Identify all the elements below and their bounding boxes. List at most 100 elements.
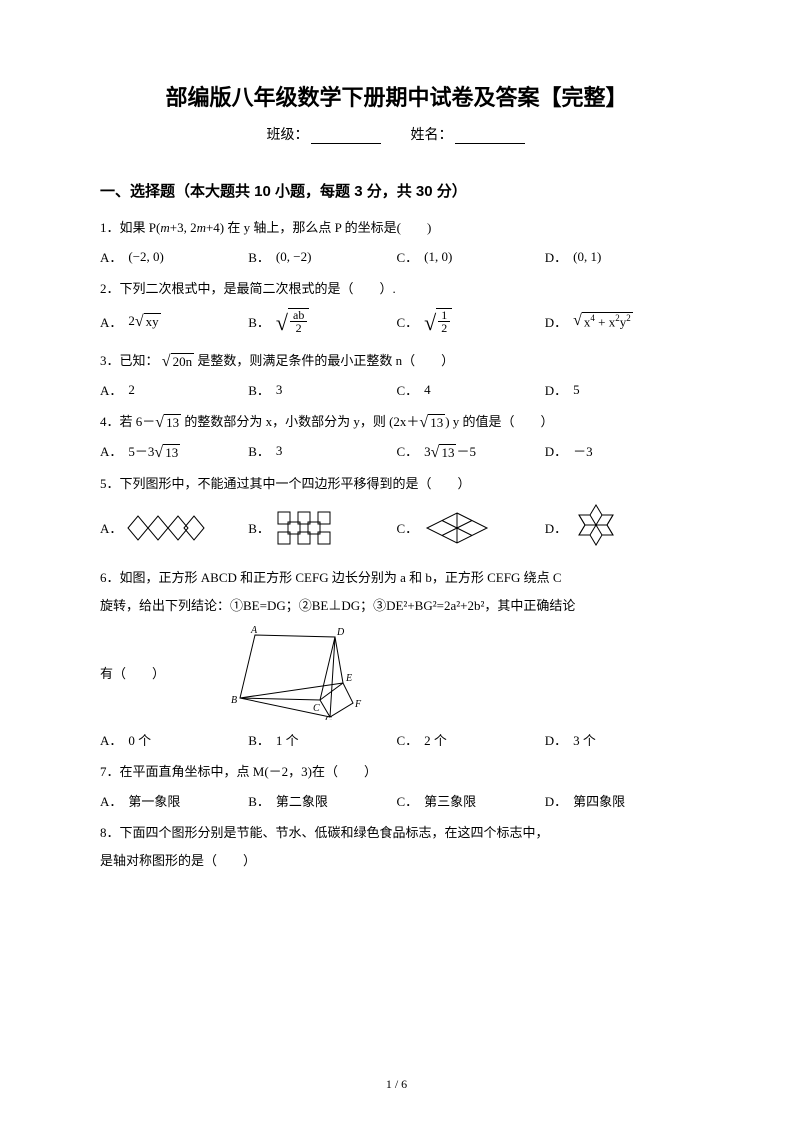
q8-number: 8．: [100, 825, 120, 840]
q6-line3-prefix: 有（ ）: [100, 663, 165, 682]
q1-opt-a: A．(−2, 0): [100, 247, 248, 266]
q7-a-label: A．: [100, 791, 122, 810]
q4-a-label: A．: [100, 441, 122, 460]
section-1-header: 一、选择题（本大题共 10 小题，每题 3 分，共 30 分）: [100, 180, 693, 201]
q6-d-label: D．: [545, 730, 567, 749]
q4-c-after: －5: [456, 444, 476, 459]
q5-shape-d: [571, 503, 621, 553]
q3-b-label: B．: [248, 380, 270, 399]
q5-d-label: D．: [545, 518, 567, 537]
q4-after: ) y 的值是（ ）: [445, 414, 553, 429]
q1-number: 1．: [100, 220, 120, 235]
question-1: 1．如果 P(m+3, 2m+4) 在 y 轴上，那么点 P 的坐标是( ): [100, 215, 693, 241]
q6-opt-a: A． 0 个: [100, 730, 248, 749]
q7-opt-d: D．第四象限: [545, 791, 693, 810]
q3-d-label: D．: [545, 380, 567, 399]
page-number: 1 / 6: [0, 1077, 793, 1092]
question-6: 6．如图，正方形 ABCD 和正方形 CEFG 边长分别为 a 和 b，正方形 …: [100, 565, 693, 591]
header-row: 班级： 姓名：: [100, 124, 693, 144]
q5-opt-a: A．: [100, 513, 248, 543]
q3-after: 是整数，则满足条件的最小正整数 n（ ）: [197, 353, 454, 368]
q5-opt-b: B．: [248, 508, 396, 548]
class-label: 班级：: [267, 128, 309, 143]
q6-figure: A D B C E F G: [225, 625, 375, 720]
q5-opt-d: D．: [545, 503, 693, 553]
q4-opt-b: B． 3: [248, 441, 396, 460]
q4-opt-d: D．－3: [545, 441, 693, 460]
q2-opt-b: B． √ab2: [248, 308, 396, 334]
page-title: 部编版八年级数学下册期中试卷及答案【完整】: [100, 80, 693, 112]
q7-b-label: B．: [248, 791, 270, 810]
q1-a-label: A．: [100, 247, 122, 266]
q1-b-label: B．: [248, 247, 270, 266]
q7-c-label: C．: [397, 791, 419, 810]
q4-b-value: 3: [276, 443, 283, 459]
class-blank: [311, 128, 381, 144]
q4-d-label: D．: [545, 441, 567, 460]
q6-c-label: C．: [397, 730, 419, 749]
q2-c-value: √12: [424, 308, 452, 334]
question-2: 2．下列二次根式中，是最简二次根式的是（ ）.: [100, 276, 693, 302]
q5-b-label: B．: [248, 518, 270, 537]
q6-line2: 旋转，给出下列结论：①BE=DG；②BE⊥DG；③DE²+BG²=2a²+2b²…: [100, 598, 575, 613]
q1-opt-d: D．(0, 1): [545, 247, 693, 266]
q7-options: A． 第一象限 B．第二象限 C．第三象限 D．第四象限: [100, 791, 693, 810]
q2-b-value: √ab2: [276, 308, 309, 334]
q2-number: 2．: [100, 281, 120, 296]
q6-opt-c: C．2 个: [397, 730, 545, 749]
q4-a-before: 5－3: [128, 444, 154, 459]
name-label: 姓名：: [411, 128, 453, 143]
q7-opt-b: B．第二象限: [248, 791, 396, 810]
q3-options: A．2 B．3 C．4 D．5: [100, 380, 693, 399]
q3-opt-d: D．5: [545, 380, 693, 399]
q8-line2: 是轴对称图形的是（ ）: [100, 853, 256, 868]
q1-opt-b: B．(0, −2): [248, 247, 396, 266]
q4-opt-a: A． 5－3√13: [100, 441, 248, 461]
q2-b-label: B．: [248, 312, 270, 331]
q7-a-value: 第一象限: [128, 791, 180, 810]
q3-b-value: 3: [276, 382, 283, 398]
q7-opt-a: A． 第一象限: [100, 791, 248, 810]
question-8: 8．下面四个图形分别是节能、节水、低碳和绿色食品标志，在这四个标志中，: [100, 820, 693, 846]
q7-text: 在平面直角坐标中，点 M(－2，3)在（ ）: [120, 764, 377, 779]
q4-mid: 的整数部分为 x，小数部分为 y，则 (2x＋: [181, 414, 419, 429]
question-4: 4．若 6－√13 的整数部分为 x，小数部分为 y，则 (2x＋√13) y …: [100, 409, 693, 435]
q6-d-value: 3 个: [573, 730, 596, 749]
question-5: 5．下列图形中，不能通过其中一个四边形平移得到的是（ ）: [100, 471, 693, 497]
q6-lbl-f: F: [354, 699, 362, 710]
q3-c-label: C．: [397, 380, 419, 399]
q1-c-label: C．: [397, 247, 419, 266]
q4-b-label: B．: [248, 441, 270, 460]
q6-opt-d: D． 3 个: [545, 730, 693, 749]
q6-lbl-d: D: [336, 627, 345, 638]
q2-c-label: C．: [397, 312, 419, 331]
q4-c-label: C．: [397, 441, 419, 460]
q6-b-value: 1 个: [276, 730, 299, 749]
q5-options: A． B． C．: [100, 503, 693, 553]
q5-c-label: C．: [397, 518, 419, 537]
q3-number: 3．: [100, 353, 120, 368]
q1-text-after: 在 y 轴上，那么点 P 的坐标是( ): [227, 220, 431, 235]
q6-lbl-a: A: [250, 625, 258, 636]
q6-a-value: 0 个: [128, 730, 151, 749]
q5-shape-a: [126, 513, 206, 543]
q4-c-value: 3√13－5: [424, 441, 476, 461]
q2-text: 下列二次根式中，是最简二次根式的是（ ）.: [120, 281, 396, 296]
q7-d-label: D．: [545, 791, 567, 810]
q7-opt-c: C．第三象限: [397, 791, 545, 810]
q5-number: 5．: [100, 476, 120, 491]
q4-c-rad: 13: [439, 444, 456, 461]
q4-options: A． 5－3√13 B． 3 C． 3√13－5 D．－3: [100, 441, 693, 461]
q6-line1: 如图，正方形 ABCD 和正方形 CEFG 边长分别为 a 和 b，正方形 CE…: [120, 570, 562, 585]
q6-number: 6．: [100, 570, 120, 585]
q2-options: A． 2√xy B． √ab2 C． √12 D． √x4 + x2y2: [100, 308, 693, 334]
q4-before: 若 6－: [120, 414, 156, 429]
q6-opt-b: B． 1 个: [248, 730, 396, 749]
q4-a-value: 5－3√13: [128, 441, 180, 461]
q6-a-label: A．: [100, 730, 122, 749]
q1-d-label: D．: [545, 247, 567, 266]
q6-b-label: B．: [248, 730, 270, 749]
q8-line1: 下面四个图形分别是节能、节水、低碳和绿色食品标志，在这四个标志中，: [120, 825, 549, 840]
q5-opt-c: C．: [397, 510, 545, 546]
q6-options: A． 0 个 B． 1 个 C．2 个 D． 3 个: [100, 730, 693, 749]
